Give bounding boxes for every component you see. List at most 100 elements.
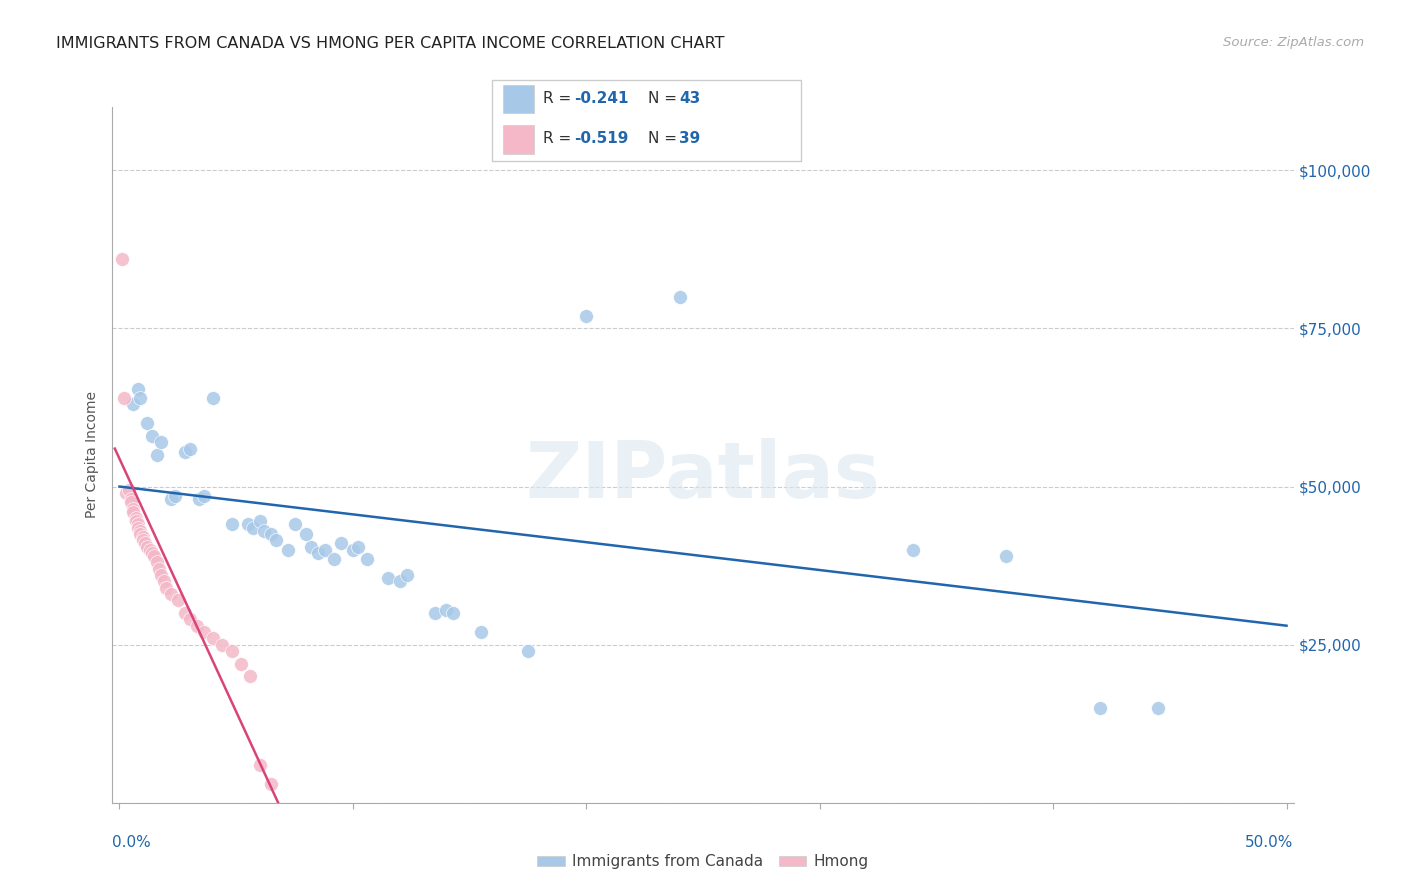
- Point: [179, 612, 201, 626]
- Point: [229, 657, 252, 671]
- Point: [995, 549, 1018, 563]
- Point: [141, 429, 163, 443]
- Point: [143, 549, 166, 563]
- Point: [356, 552, 378, 566]
- Point: [441, 606, 464, 620]
- Point: [242, 521, 264, 535]
- Point: [346, 540, 368, 554]
- Text: -0.241: -0.241: [574, 91, 628, 106]
- Point: [118, 483, 141, 497]
- Point: [1147, 701, 1170, 715]
- Point: [277, 542, 299, 557]
- Point: [165, 489, 187, 503]
- Point: [115, 486, 138, 500]
- Text: -0.519: -0.519: [574, 131, 628, 146]
- Point: [575, 309, 598, 323]
- Point: [173, 606, 195, 620]
- Point: [260, 527, 283, 541]
- Point: [125, 514, 148, 528]
- Point: [146, 448, 169, 462]
- Point: [160, 587, 183, 601]
- Text: ZIPatlas: ZIPatlas: [526, 438, 880, 514]
- Text: 39: 39: [679, 131, 700, 146]
- Text: N =: N =: [648, 91, 682, 106]
- Point: [148, 562, 170, 576]
- Point: [186, 618, 208, 632]
- Y-axis label: Per Capita Income: Per Capita Income: [86, 392, 100, 518]
- Point: [668, 290, 690, 304]
- Text: 43: 43: [679, 91, 700, 106]
- Point: [423, 606, 446, 620]
- Point: [173, 444, 195, 458]
- Point: [136, 540, 159, 554]
- Text: N =: N =: [648, 131, 682, 146]
- Point: [122, 505, 145, 519]
- Point: [264, 533, 287, 548]
- Point: [236, 517, 259, 532]
- Point: [166, 593, 188, 607]
- Point: [901, 542, 924, 557]
- Point: [388, 574, 411, 589]
- Point: [127, 517, 149, 532]
- Point: [193, 625, 215, 640]
- Point: [516, 644, 538, 658]
- Point: [249, 514, 271, 528]
- Point: [160, 492, 183, 507]
- Point: [127, 382, 149, 396]
- Point: [299, 540, 322, 554]
- Point: [150, 568, 173, 582]
- Point: [342, 542, 364, 557]
- Point: [1088, 701, 1111, 715]
- Point: [395, 568, 418, 582]
- Point: [434, 603, 457, 617]
- Point: [146, 556, 169, 570]
- Point: [125, 511, 148, 525]
- Point: [470, 625, 492, 640]
- Point: [155, 581, 177, 595]
- Point: [221, 517, 243, 532]
- Point: [179, 442, 201, 456]
- Point: [122, 397, 145, 411]
- Point: [211, 638, 233, 652]
- Text: R =: R =: [543, 91, 576, 106]
- Point: [260, 777, 283, 791]
- Text: 50.0%: 50.0%: [1246, 836, 1294, 850]
- Text: R =: R =: [543, 131, 576, 146]
- Point: [201, 391, 224, 405]
- Text: 0.0%: 0.0%: [112, 836, 152, 850]
- Legend: Immigrants from Canada, Hmong: Immigrants from Canada, Hmong: [531, 848, 875, 875]
- Point: [314, 542, 336, 557]
- Point: [122, 501, 145, 516]
- Point: [153, 574, 176, 589]
- Point: [132, 530, 155, 544]
- Point: [129, 524, 152, 538]
- Point: [139, 542, 162, 557]
- Point: [127, 521, 149, 535]
- Point: [239, 669, 262, 683]
- Point: [330, 536, 353, 550]
- Point: [150, 435, 173, 450]
- Text: IMMIGRANTS FROM CANADA VS HMONG PER CAPITA INCOME CORRELATION CHART: IMMIGRANTS FROM CANADA VS HMONG PER CAPI…: [56, 36, 724, 51]
- Point: [141, 546, 163, 560]
- Point: [295, 527, 318, 541]
- Point: [249, 757, 271, 772]
- Point: [112, 391, 135, 405]
- Point: [323, 552, 346, 566]
- Point: [111, 252, 134, 266]
- Text: Source: ZipAtlas.com: Source: ZipAtlas.com: [1223, 36, 1364, 49]
- Point: [132, 533, 155, 548]
- Point: [253, 524, 276, 538]
- Point: [134, 536, 156, 550]
- Point: [283, 517, 305, 532]
- Point: [120, 492, 142, 507]
- Point: [221, 644, 243, 658]
- Point: [136, 417, 159, 431]
- Point: [307, 546, 329, 560]
- Point: [120, 495, 142, 509]
- Point: [187, 492, 209, 507]
- Point: [193, 489, 215, 503]
- Point: [129, 391, 152, 405]
- Point: [129, 527, 152, 541]
- Point: [201, 632, 224, 646]
- Point: [377, 571, 399, 585]
